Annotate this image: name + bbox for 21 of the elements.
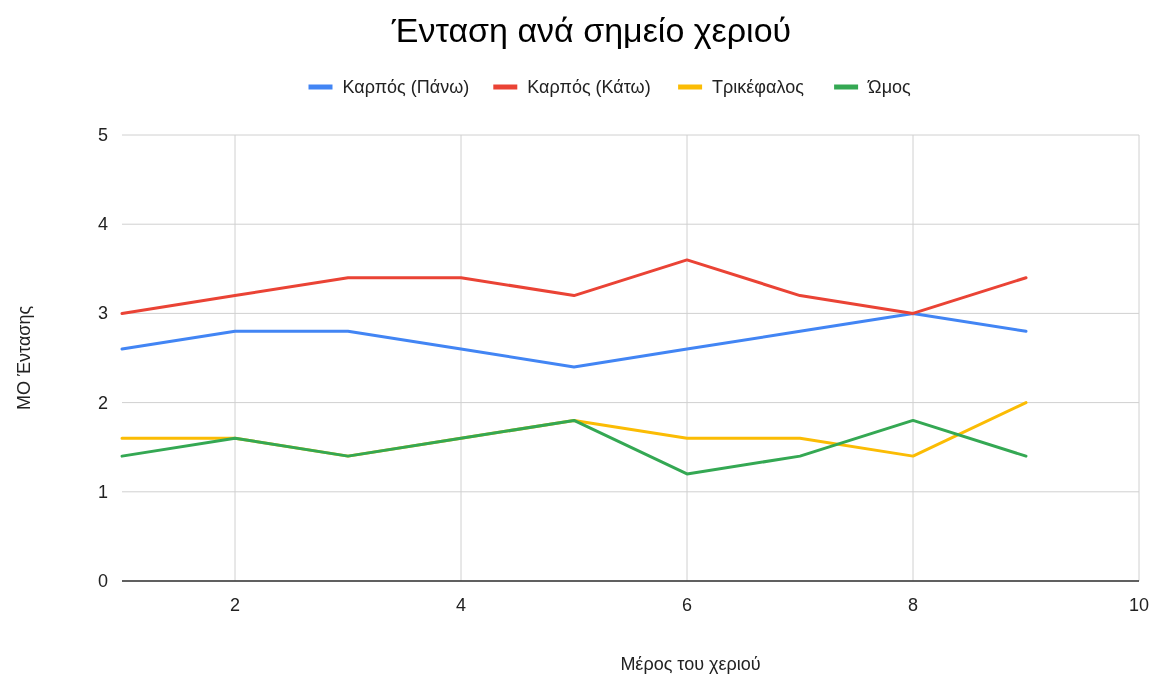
y-tick-label: 5 <box>97 125 108 145</box>
legend-label: Τρικέφαλος <box>712 77 805 97</box>
line-series <box>120 311 1028 369</box>
x-tick-label: 10 <box>1128 595 1150 615</box>
y-tick-label: 3 <box>97 303 108 324</box>
y-tick-label: 1 <box>97 481 108 502</box>
y-tick-label: 0 <box>97 571 108 591</box>
x-tick-label: 2 <box>229 595 241 615</box>
x-tick-label: 6 <box>681 595 693 615</box>
y-axis-title: ΜΟ Έντασης <box>14 305 34 411</box>
y-tick-label: 4 <box>97 214 108 235</box>
x-tick-label: 4 <box>455 595 467 615</box>
x-tick-label: 8 <box>907 595 919 615</box>
chart-title: Ένταση ανά σημείο χεριού <box>390 11 792 49</box>
legend-label: Καρπός (Κάτω) <box>527 77 651 97</box>
legend-label: Καρπός (Πάνω) <box>342 77 470 97</box>
y-tick-label: 2 <box>97 392 108 413</box>
line-series <box>120 258 1028 315</box>
line-series <box>120 418 1028 476</box>
legend-label: Ώμος <box>867 77 912 97</box>
x-axis-title: Μέρος του χεριού <box>620 654 761 674</box>
